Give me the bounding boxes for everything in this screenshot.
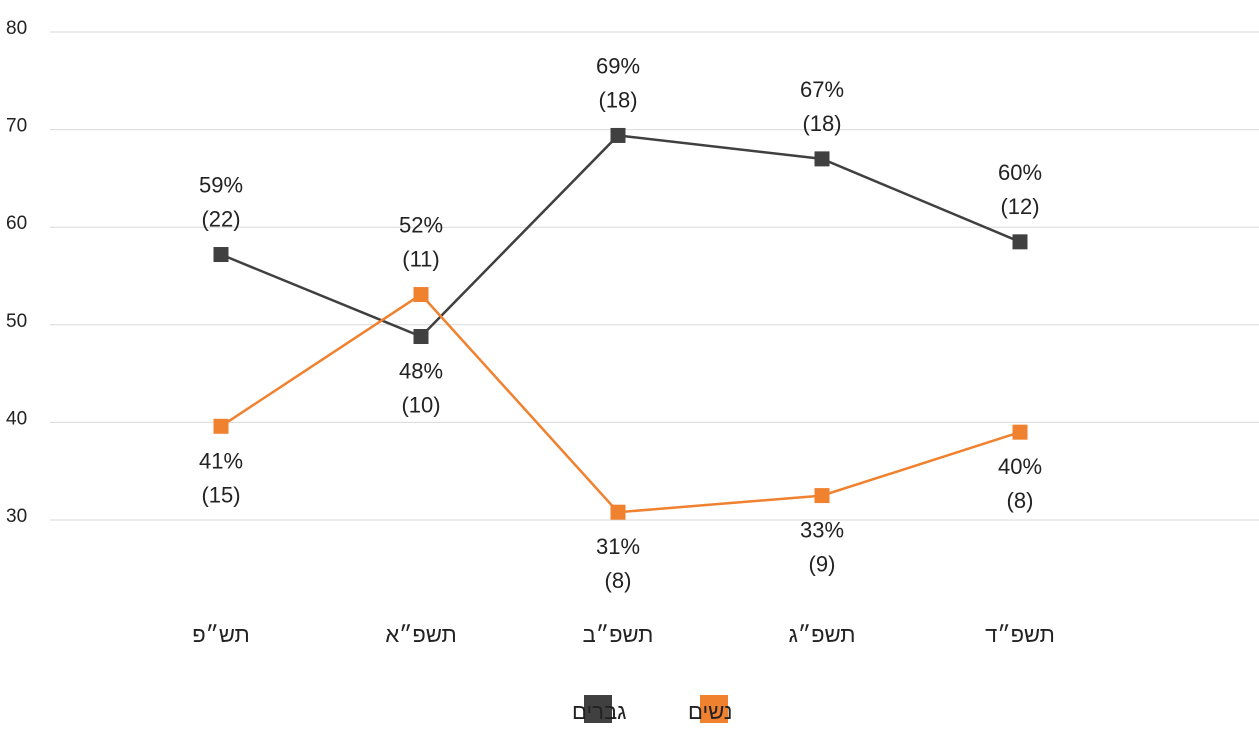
data-point [213, 418, 229, 434]
data-label-count: (18) [802, 111, 841, 136]
series [213, 127, 1028, 520]
data-label-count: (22) [201, 207, 240, 232]
x-tick-label: תשפ״ב [583, 622, 654, 647]
data-label-count: (8) [605, 568, 632, 593]
legend-swatch [700, 695, 728, 723]
y-tick-label: 60 [6, 213, 27, 234]
x-tick-label: תשפ״א [385, 622, 456, 647]
data-label-percent: 59% [199, 173, 243, 198]
data-point [610, 504, 626, 520]
data-label-percent: 48% [399, 359, 443, 384]
series-line-1 [220, 134, 1021, 338]
legend-label: נשים [688, 699, 732, 724]
data-label-count: (8) [1007, 488, 1034, 513]
y-tick-label: 80 [6, 18, 27, 39]
data-label-count: (11) [402, 247, 440, 272]
x-tick-label: תש״פ [192, 622, 250, 647]
data-point [1012, 234, 1028, 250]
data-label-percent: 60% [998, 160, 1042, 185]
x-tick-label: תשפ״ג [789, 622, 856, 647]
data-labels: 59% (22) 48% (10) 69% (18) 67% (18) 60% (12) 41% (1… [199, 53, 1042, 593]
data-label-percent: 40% [998, 454, 1042, 479]
data-label-percent: 52% [399, 213, 443, 238]
data-point [213, 247, 229, 263]
x-axis-ticks: תש״פ תשפ״א תשפ״ב תשפ״ג תשפ״ד [192, 622, 1055, 647]
gridlines [50, 31, 1259, 521]
y-axis-ticks: 30 40 50 60 70 80 [6, 18, 27, 527]
data-label-percent: 33% [800, 518, 844, 543]
x-tick-label: תשפ״ד [985, 622, 1055, 647]
data-label-count: (15) [201, 482, 240, 507]
data-label-percent: 31% [596, 534, 640, 559]
y-tick-label: 30 [6, 506, 27, 527]
legend-label: גברים [572, 699, 626, 724]
data-label-percent: 67% [800, 77, 844, 102]
y-tick-label: 70 [6, 116, 27, 137]
data-label-count: (9) [809, 552, 836, 577]
legend-swatch [584, 695, 612, 723]
y-tick-label: 40 [6, 408, 27, 429]
data-label-percent: 69% [596, 53, 640, 78]
y-tick-label: 50 [6, 311, 27, 332]
data-label-count: (12) [1000, 194, 1039, 219]
data-point [814, 151, 830, 167]
data-label-count: (18) [598, 87, 637, 112]
data-point [413, 329, 429, 345]
data-point [413, 287, 429, 303]
legend: גברים נשים [572, 695, 732, 724]
series-line-2 [220, 292, 1021, 514]
data-point [1012, 424, 1028, 440]
data-point [610, 127, 626, 143]
data-point [814, 488, 830, 504]
data-label-percent: 41% [199, 448, 243, 473]
data-label-count: (10) [401, 393, 440, 418]
